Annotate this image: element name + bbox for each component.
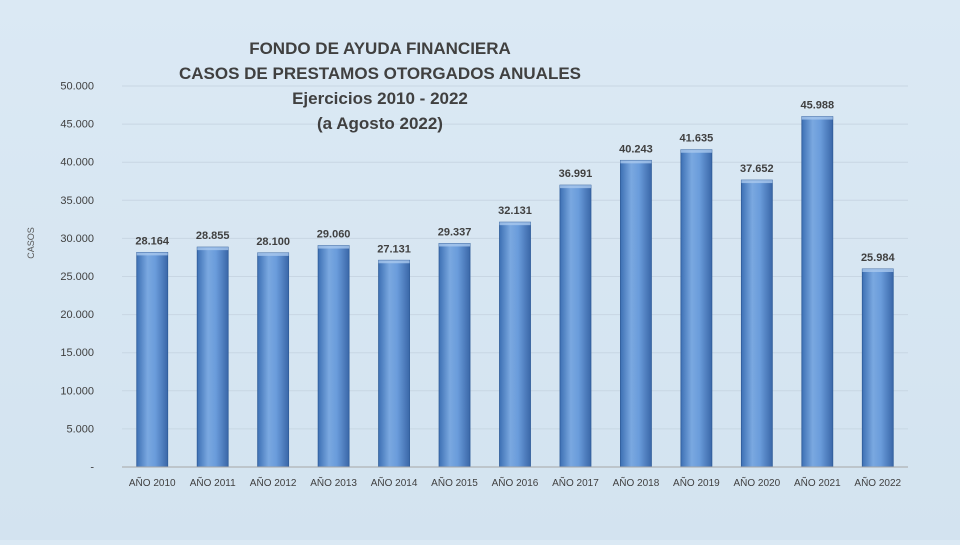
x-tick-label: AÑO 2010 [129, 476, 176, 489]
bar-value-label: 45.988 [800, 100, 834, 112]
y-tick-label: 25.000 [60, 271, 94, 283]
bar [620, 159, 652, 468]
bar [801, 116, 834, 468]
bar-value-label: 29.060 [317, 229, 351, 241]
bar-top-highlight [197, 247, 229, 251]
title-line-2: CASOS DE PRESTAMOS OTORGADOS ANUALES [178, 64, 582, 83]
x-tick-label: AÑO 2021 [794, 476, 841, 489]
bar-top-highlight [378, 260, 410, 264]
bar-value-label: 29.337 [438, 226, 472, 238]
bar-value-label: 32.131 [498, 205, 532, 217]
bar-top-highlight [257, 252, 289, 256]
x-tick-label: AÑO 2016 [492, 476, 539, 489]
bar [438, 243, 471, 468]
y-tick-label: 50.000 [60, 81, 94, 93]
bar-top-highlight [862, 269, 894, 273]
bar-top-highlight [620, 160, 652, 164]
bar-value-label: 27.131 [377, 243, 411, 255]
bar-value-label: 28.855 [196, 230, 230, 242]
bar-top-highlight [741, 180, 773, 184]
y-tick-label: 10.000 [60, 385, 94, 397]
x-axis: AÑO 2010 AÑO 2011 AÑO 2012 AÑO 2013 AÑO 2014… [122, 466, 908, 489]
bar-value-label: 40.243 [619, 143, 653, 155]
y-tick-label: 35.000 [60, 195, 94, 207]
bar-value-label: 28.164 [135, 235, 170, 247]
bar-value-label: 25.984 [861, 252, 896, 264]
data-labels: 28.164 28.855 28.100 29.060 27.131 29.337 32.1… [135, 100, 895, 264]
title-line-1: FONDO DE AYUDA FINANCIERA [249, 39, 511, 58]
bar-top-highlight [136, 252, 168, 256]
x-tick-label: AÑO 2020 [733, 476, 780, 489]
y-tick-label: 45.000 [60, 119, 94, 131]
bar-value-label: 36.991 [559, 168, 593, 180]
bar [499, 221, 531, 468]
bar [136, 251, 169, 468]
x-tick-label: AÑO 2014 [371, 476, 418, 489]
x-tick-label: AÑO 2011 [190, 476, 236, 489]
bar-top-highlight [439, 243, 471, 247]
y-tick-label: 40.000 [60, 157, 94, 169]
y-tick-label: 15.000 [60, 347, 94, 359]
bar [317, 245, 350, 468]
bar [740, 179, 773, 468]
bar-top-highlight [801, 116, 833, 120]
bar-value-label: 28.100 [256, 236, 290, 248]
chart-title: FONDO DE AYUDA FINANCIERA CASOS DE PREST… [120, 36, 640, 136]
x-tick-label: AÑO 2015 [431, 476, 478, 489]
bar-top-highlight [680, 149, 712, 153]
x-tick-label: AÑO 2013 [310, 476, 357, 489]
bar-value-label: 41.635 [680, 133, 714, 145]
x-tick-label: AÑO 2022 [854, 476, 901, 489]
bar-top-highlight [318, 245, 350, 249]
bar [680, 149, 713, 468]
bar [378, 259, 410, 468]
x-tick-label: AÑO 2019 [673, 476, 720, 489]
y-axis: - 5.000 10.000 15.000 20.000 25.000 30.000 35.0… [60, 81, 94, 474]
bar [559, 184, 592, 468]
bar-top-highlight [499, 222, 531, 226]
title-line-3: Ejercicios 2010 - 2022 [292, 89, 468, 108]
x-tick-label: AÑO 2012 [250, 476, 297, 489]
bar [257, 252, 290, 468]
bar-top-highlight [559, 185, 591, 189]
bar-value-label: 37.652 [740, 163, 774, 175]
y-tick-label: - [90, 462, 94, 474]
y-tick-label: 5.000 [66, 423, 94, 435]
y-tick-label: 20.000 [60, 309, 94, 321]
y-axis-label: CASOS [26, 227, 36, 259]
bar [861, 268, 894, 468]
bar [196, 246, 229, 468]
x-tick-label: AÑO 2017 [552, 476, 599, 489]
title-line-4: (a Agosto 2022) [317, 114, 443, 133]
bars [136, 116, 894, 468]
y-tick-label: 30.000 [60, 233, 94, 245]
x-tick-label: AÑO 2018 [613, 476, 660, 489]
